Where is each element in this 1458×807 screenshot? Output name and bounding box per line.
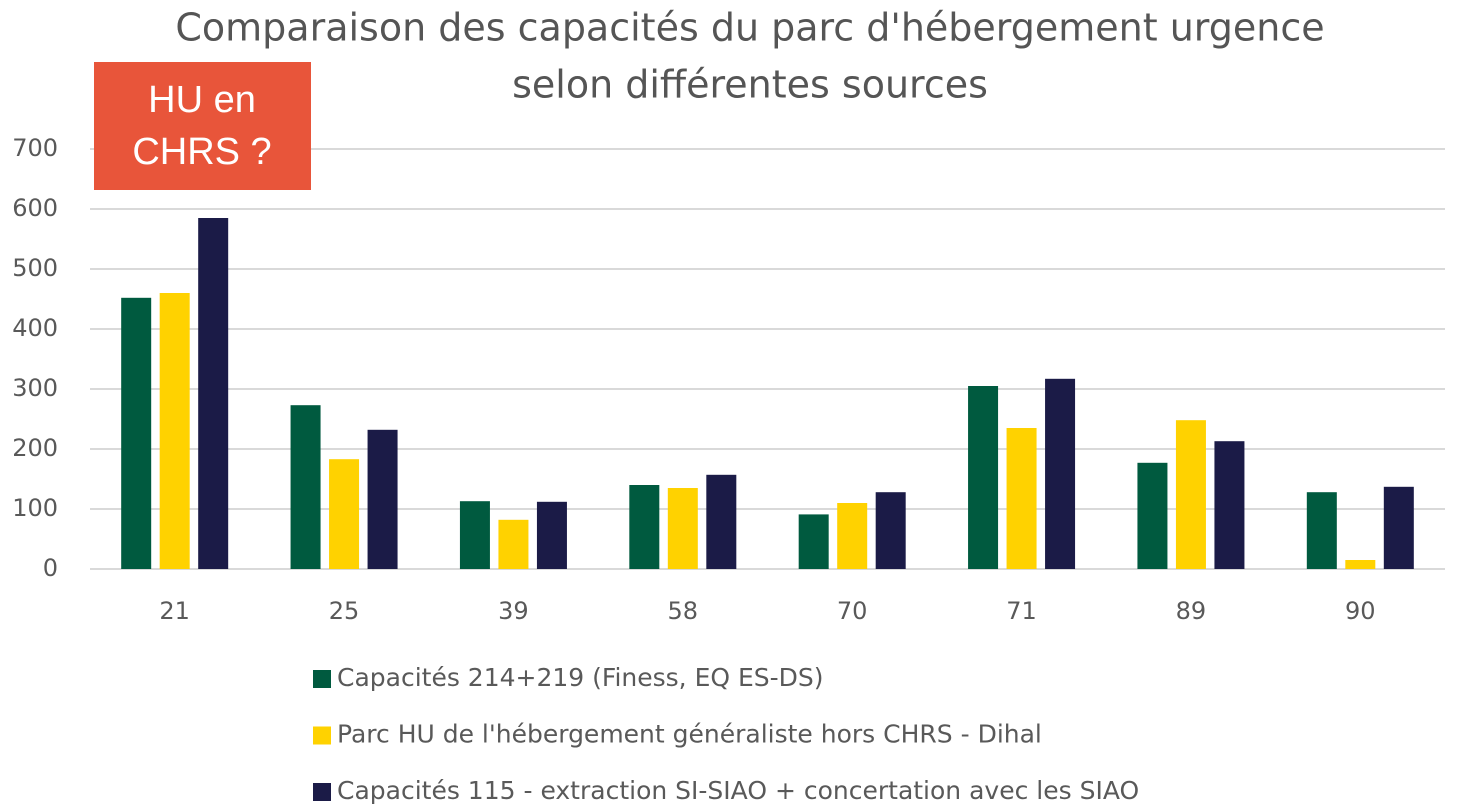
bar (1214, 441, 1245, 569)
bar (798, 514, 829, 569)
bar (968, 386, 999, 569)
y-tick-label: 700 (12, 134, 58, 162)
bar (1383, 486, 1414, 569)
y-tick-label: 400 (12, 314, 58, 342)
annotation-box (94, 62, 311, 190)
chart-title: selon différentes sources (512, 63, 988, 107)
bar (1345, 560, 1376, 569)
bar (1006, 428, 1037, 569)
bar (837, 503, 868, 569)
legend-swatch (313, 670, 331, 688)
bar (367, 429, 398, 569)
bar (121, 297, 152, 569)
bar (1306, 492, 1337, 569)
bar (536, 501, 567, 569)
x-tick-label: 25 (329, 597, 360, 625)
bar (875, 492, 906, 569)
x-tick-label: 21 (159, 597, 190, 625)
bar (1045, 378, 1076, 569)
y-tick-label: 100 (12, 494, 58, 522)
y-tick-label: 200 (12, 434, 58, 462)
legend-label: Parc HU de l'hébergement généraliste hor… (337, 720, 1042, 749)
x-tick-label: 70 (837, 597, 868, 625)
bar (459, 501, 490, 569)
bar (706, 474, 737, 569)
legend-swatch (313, 783, 331, 801)
y-tick-label: 600 (12, 194, 58, 222)
annotation-text: HU en (148, 79, 256, 121)
bar (1137, 462, 1168, 569)
bar (667, 488, 698, 569)
bar (498, 519, 529, 569)
annotation-text: CHRS ? (132, 131, 271, 173)
bar (329, 459, 360, 569)
y-tick-label: 500 (12, 254, 58, 282)
x-tick-label: 89 (1176, 597, 1207, 625)
legend-swatch (313, 726, 331, 745)
y-tick-label: 0 (43, 554, 58, 582)
chart-title: Comparaison des capacités du parc d'hébe… (175, 6, 1324, 50)
x-tick-label: 58 (668, 597, 699, 625)
bar (1175, 420, 1206, 569)
x-tick-label: 39 (498, 597, 529, 625)
x-tick-label: 90 (1345, 597, 1376, 625)
y-tick-label: 300 (12, 374, 58, 402)
bar (159, 293, 190, 569)
bar (198, 218, 229, 569)
x-tick-label: 71 (1006, 597, 1037, 625)
bar (290, 405, 321, 569)
bar (629, 485, 660, 569)
legend-label: Capacités 115 - extraction SI-SIAO + con… (337, 776, 1139, 805)
legend-label: Capacités 214+219 (Finess, EQ ES-DS) (337, 663, 824, 692)
